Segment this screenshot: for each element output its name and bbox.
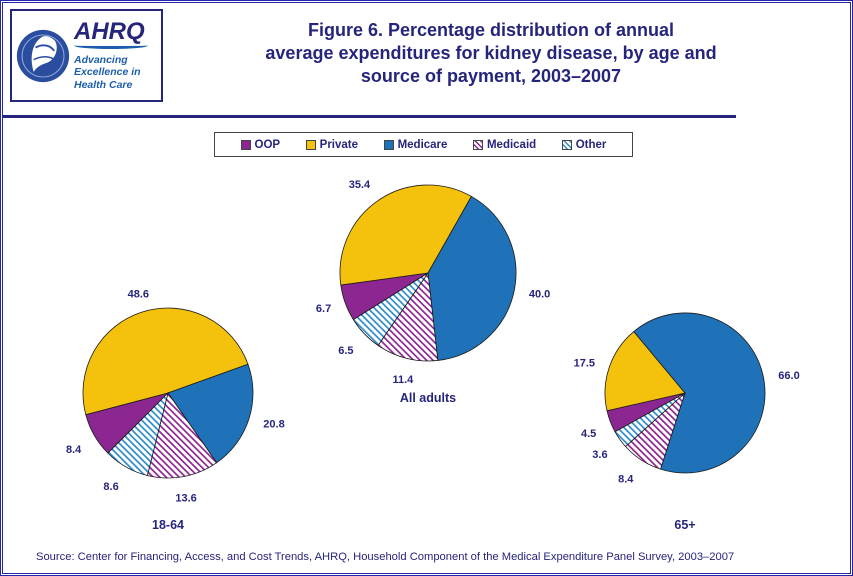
slice-18-64-medicaid <box>146 392 218 479</box>
figure-title-line: source of payment, 2003–2007 <box>360 66 622 86</box>
ahrq-swoosh-icon <box>74 42 148 49</box>
ahrq-logo: AHRQ Advancing Excellence in Health Care <box>10 9 163 102</box>
pie-value-label: 20.8 <box>263 418 284 430</box>
logo-tagline-line: Advancing <box>74 53 128 66</box>
slice-all-adults-medicare <box>427 195 517 361</box>
pie-title: All adults <box>400 391 456 405</box>
legend-item-medicaid: Medicaid <box>472 138 537 151</box>
pie-value-label: 40.0 <box>529 289 550 301</box>
slice-all-adults-medicaid <box>377 271 439 362</box>
pie-value-label: 48.6 <box>128 289 149 301</box>
pie-value-label: 8.6 <box>103 481 118 493</box>
pie-value-label: 11.4 <box>392 374 414 386</box>
logo-tagline-line: Excellence in <box>74 66 141 79</box>
hhs-seal-icon <box>16 29 70 82</box>
legend-swatch-private <box>305 139 316 150</box>
legend-swatch-oop <box>240 139 251 150</box>
legend-label-other: Other <box>575 138 607 151</box>
pie-value-label: 17.5 <box>574 358 595 370</box>
pie-value-label: 4.5 <box>581 428 596 440</box>
pie-value-label: 8.4 <box>618 474 634 486</box>
slice-65+-medicare <box>633 312 766 474</box>
pie-value-label: 35.4 <box>349 179 371 191</box>
pie-value-label: 13.6 <box>175 492 196 504</box>
pie-value-label: 66.0 <box>778 370 799 382</box>
logo-tagline-line: Health Care <box>74 78 133 91</box>
slice-18-64-medicare <box>167 363 254 464</box>
ahrq-logo-text: AHRQ Advancing Excellence in Health Care <box>71 17 158 91</box>
source-note: Source: Center for Financing, Access, an… <box>36 551 735 563</box>
legend-item-other: Other <box>561 138 607 151</box>
slice-18-64-other <box>107 391 169 476</box>
pie-title: 65+ <box>674 518 695 532</box>
figure-title: Figure 6. Percentage distribution of ann… <box>171 19 811 88</box>
pie-value-label: 6.7 <box>316 303 331 315</box>
pie-charts-canvas: 6.7 35.4 40.0 11.4 6.5 All adults 8.4 48.6 20.8 1… <box>66 179 800 532</box>
legend-item-private: Private <box>305 138 359 151</box>
legend-label-private: Private <box>319 138 359 151</box>
legend-label-medicare: Medicare <box>397 138 448 151</box>
legend-item-medicare: Medicare <box>383 138 448 151</box>
slice-18-64-private <box>82 307 249 416</box>
slice-65+-private <box>604 330 686 412</box>
figure-title-line: Figure 6. Percentage distribution of ann… <box>307 20 675 40</box>
logo-tagline: Advancing Excellence in Health Care <box>74 54 158 91</box>
header-divider <box>3 115 736 118</box>
pie-value-label: 6.5 <box>338 345 353 357</box>
legend-swatch-medicaid <box>472 139 483 150</box>
payment-source-legend: OOP Private Medicare Medicaid Other <box>214 132 633 157</box>
slice-65+-other <box>614 392 686 448</box>
legend-item-oop: OOP <box>240 138 281 151</box>
figure-title-line: average expenditures for kidney disease,… <box>265 43 717 63</box>
slice-all-adults-private <box>339 184 472 286</box>
pie-value-label: 3.6 <box>592 449 607 461</box>
legend-swatch-other <box>561 139 572 150</box>
pie-title: 18-64 <box>152 518 184 532</box>
legend-label-oop: OOP <box>254 138 281 151</box>
legend-swatch-medicare <box>383 139 394 150</box>
pie-value-label: 8.4 <box>66 444 82 456</box>
slice-all-adults-other <box>352 272 429 346</box>
ahrq-wordmark: AHRQ <box>74 17 145 45</box>
legend-label-medicaid: Medicaid <box>486 138 537 151</box>
